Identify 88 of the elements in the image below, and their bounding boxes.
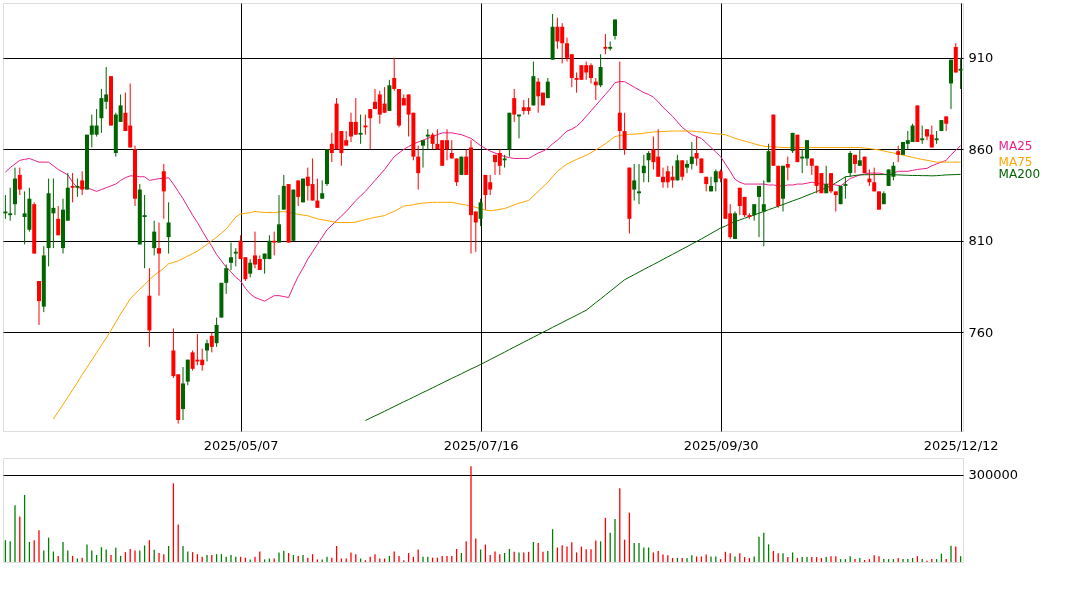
candlestick <box>761 179 766 247</box>
candlestick <box>958 57 963 90</box>
candlestick <box>315 178 320 209</box>
line-series <box>4 81 962 302</box>
candlestick <box>56 205 61 236</box>
candlestick <box>709 176 713 192</box>
candlestick <box>685 159 689 174</box>
candlestick <box>17 167 22 196</box>
candlestick <box>382 86 387 114</box>
y-tick-label: 810 <box>968 233 994 249</box>
candlestick <box>454 157 459 187</box>
candlestick <box>536 77 541 114</box>
candlestick <box>37 280 41 326</box>
candlestick <box>680 159 685 181</box>
x-tick-label: 2025/09/30 <box>683 437 759 453</box>
candlestick <box>368 108 373 150</box>
candlestick <box>637 163 641 205</box>
candlestick <box>641 154 646 183</box>
candlestick <box>617 61 622 150</box>
y-tick-label: 300000 <box>968 467 1019 483</box>
candlestick <box>392 57 397 92</box>
candlestick <box>248 258 253 278</box>
y-tick-label: 860 <box>968 141 994 157</box>
candlestick <box>555 17 560 50</box>
candlestick <box>920 125 925 145</box>
candlestick <box>483 174 488 211</box>
candlestick <box>843 176 848 200</box>
candlestick <box>833 190 838 213</box>
text: MA200 <box>998 167 1041 182</box>
candlestick <box>8 187 13 222</box>
candlestick <box>421 139 425 169</box>
line-series <box>52 130 962 420</box>
candlestick <box>478 198 483 227</box>
candlestick <box>224 264 229 295</box>
candlestick <box>785 156 790 181</box>
candlestick <box>161 163 166 220</box>
candlestick <box>272 231 277 256</box>
candlestick <box>152 220 157 256</box>
candlestick <box>353 97 358 136</box>
candlestick <box>358 114 363 145</box>
candlestick <box>949 59 953 110</box>
text: MA75 <box>998 155 1033 170</box>
candlestick <box>190 350 195 372</box>
candlestick <box>142 194 147 269</box>
candlestick <box>205 339 209 362</box>
x-tick-label: 2025/12/12 <box>923 437 999 453</box>
candlestick <box>694 136 699 167</box>
candlestick <box>632 163 637 202</box>
candlestick <box>425 128 430 150</box>
candlestick <box>51 178 56 249</box>
candlestick <box>622 112 627 156</box>
candlestick <box>277 194 281 244</box>
candlestick <box>497 148 502 176</box>
candlestick <box>689 141 694 170</box>
y-tick-label: 910 <box>968 50 994 66</box>
candlestick <box>281 174 286 211</box>
candlestick <box>646 150 651 183</box>
candlestick <box>209 331 214 353</box>
candlestick <box>603 33 608 55</box>
candlestick <box>613 18 617 41</box>
candlestick <box>598 53 603 88</box>
x-tick-label: 2025/05/07 <box>203 437 279 453</box>
candlestick <box>675 154 680 181</box>
candlestick <box>99 88 104 134</box>
candlestick <box>80 170 85 196</box>
candlestick <box>713 168 718 192</box>
candlestick <box>512 88 517 123</box>
candlestick <box>814 165 819 194</box>
candlestick <box>166 201 171 255</box>
candlestick <box>233 247 238 267</box>
y-tick-label: 760 <box>968 324 994 340</box>
candlestick <box>70 172 75 203</box>
x-tick-label: 2025/07/16 <box>443 437 519 453</box>
candlestick <box>75 178 80 198</box>
candlestick <box>157 221 161 297</box>
candlestick <box>94 108 99 138</box>
candlestick <box>185 359 190 386</box>
candlestick <box>757 185 761 238</box>
candlestick <box>22 190 27 245</box>
candlestick <box>310 157 315 202</box>
candlestick <box>320 179 325 200</box>
candlestick <box>877 190 881 211</box>
text: MA25 <box>998 138 1033 153</box>
candlestick <box>296 179 301 207</box>
candlestick <box>229 242 233 271</box>
candlestick <box>829 172 833 194</box>
candlestick <box>214 317 219 348</box>
candlestick <box>416 145 421 191</box>
